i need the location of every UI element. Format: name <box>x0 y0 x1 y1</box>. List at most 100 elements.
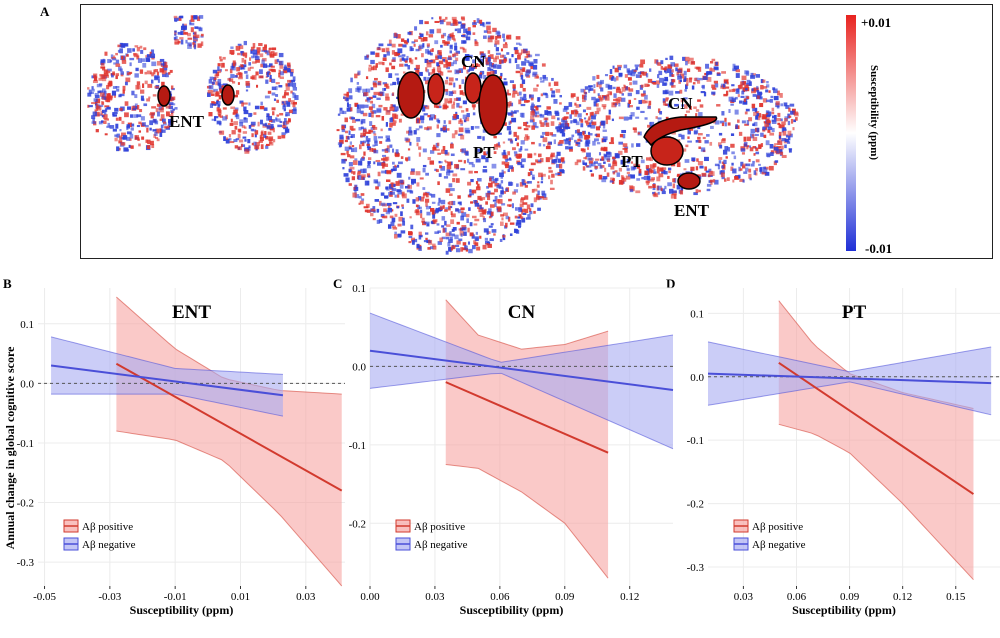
susceptibility-voxel <box>466 213 470 218</box>
susceptibility-voxel <box>357 175 362 181</box>
susceptibility-voxel <box>525 50 530 55</box>
susceptibility-voxel <box>152 129 157 132</box>
susceptibility-voxel <box>462 48 467 53</box>
susceptibility-voxel <box>136 55 140 60</box>
susceptibility-voxel <box>778 134 782 139</box>
susceptibility-voxel <box>625 175 631 180</box>
susceptibility-voxel <box>513 131 517 137</box>
susceptibility-voxel <box>243 102 248 105</box>
susceptibility-voxel <box>153 134 157 138</box>
susceptibility-voxel <box>474 39 477 42</box>
susceptibility-voxel <box>116 133 120 138</box>
susceptibility-voxel <box>453 60 457 65</box>
susceptibility-voxel <box>272 53 277 56</box>
susceptibility-voxel <box>279 120 283 123</box>
susceptibility-voxel <box>753 170 757 175</box>
susceptibility-voxel <box>245 80 250 86</box>
legend-label-positive: Aβ positive <box>752 521 803 533</box>
susceptibility-voxel <box>402 221 406 226</box>
susceptibility-voxel <box>285 112 290 117</box>
susceptibility-voxel <box>545 157 550 163</box>
susceptibility-voxel <box>365 99 368 102</box>
susceptibility-voxel <box>436 142 440 147</box>
axial-cn-label: CN <box>461 52 486 71</box>
susceptibility-voxel <box>734 109 739 115</box>
susceptibility-voxel <box>448 201 454 206</box>
susceptibility-voxel <box>485 157 489 163</box>
susceptibility-voxel <box>597 81 603 85</box>
susceptibility-voxel <box>466 158 470 163</box>
susceptibility-voxel <box>492 199 497 202</box>
susceptibility-voxel <box>593 161 598 164</box>
susceptibility-voxel <box>104 105 110 108</box>
susceptibility-voxel <box>495 30 500 35</box>
susceptibility-voxel <box>460 168 466 171</box>
susceptibility-voxel <box>509 157 512 160</box>
susceptibility-voxel <box>456 114 459 120</box>
susceptibility-voxel <box>367 139 370 145</box>
susceptibility-voxel <box>371 208 376 212</box>
susceptibility-voxel <box>251 55 254 59</box>
susceptibility-voxel <box>384 195 389 198</box>
susceptibility-voxel <box>500 180 504 184</box>
susceptibility-voxel <box>264 122 268 127</box>
susceptibility-voxel <box>789 103 795 107</box>
susceptibility-voxel <box>780 151 784 155</box>
susceptibility-voxel <box>361 118 366 124</box>
susceptibility-voxel <box>474 63 479 67</box>
susceptibility-voxel <box>462 226 467 231</box>
susceptibility-voxel <box>531 102 534 106</box>
susceptibility-voxel <box>370 87 374 91</box>
susceptibility-voxel <box>409 216 412 219</box>
susceptibility-voxel <box>254 145 260 150</box>
y-tick-label: 0.1 <box>20 319 34 331</box>
susceptibility-voxel <box>508 121 511 126</box>
susceptibility-voxel <box>640 84 644 88</box>
regression-line-negative <box>707 372 992 385</box>
susceptibility-voxel <box>121 43 126 48</box>
susceptibility-voxel <box>585 121 591 124</box>
susceptibility-voxel <box>438 102 441 106</box>
axial-pt-label: PT <box>473 143 495 162</box>
susceptibility-voxel <box>445 188 451 193</box>
susceptibility-voxel <box>427 114 432 118</box>
susceptibility-voxel <box>537 207 541 211</box>
susceptibility-voxel <box>539 114 545 118</box>
susceptibility-voxel <box>426 62 432 68</box>
susceptibility-voxel <box>595 126 600 131</box>
susceptibility-voxel <box>661 167 667 170</box>
susceptibility-voxel <box>695 166 699 171</box>
susceptibility-voxel <box>460 16 465 20</box>
susceptibility-voxel <box>429 150 435 154</box>
susceptibility-voxel <box>149 127 152 131</box>
susceptibility-voxel <box>537 190 540 196</box>
susceptibility-voxel <box>141 136 145 140</box>
susceptibility-voxel <box>340 152 346 156</box>
susceptibility-voxel <box>112 86 117 89</box>
susceptibility-voxel <box>768 90 771 93</box>
susceptibility-voxel <box>399 58 402 62</box>
susceptibility-voxel <box>258 75 264 79</box>
susceptibility-voxel <box>587 157 593 161</box>
susceptibility-voxel <box>776 149 780 154</box>
susceptibility-voxel <box>422 187 426 190</box>
susceptibility-voxel <box>245 74 249 79</box>
susceptibility-voxel <box>180 25 186 31</box>
susceptibility-voxel <box>538 143 542 147</box>
susceptibility-voxel <box>582 131 585 136</box>
susceptibility-voxel <box>424 127 429 130</box>
susceptibility-voxel <box>391 209 394 212</box>
susceptibility-voxel <box>731 151 735 155</box>
susceptibility-voxel <box>438 16 442 20</box>
susceptibility-voxel <box>493 135 497 139</box>
susceptibility-voxel <box>420 115 425 120</box>
susceptibility-voxel <box>488 208 492 213</box>
susceptibility-voxel <box>95 104 99 110</box>
susceptibility-voxel <box>530 111 535 116</box>
susceptibility-voxel <box>351 176 356 181</box>
susceptibility-voxel <box>290 90 293 94</box>
susceptibility-voxel <box>364 131 370 134</box>
susceptibility-voxel <box>767 126 773 130</box>
charts-svg: B C D Annual change in global cognitive … <box>3 276 1000 617</box>
susceptibility-voxel <box>189 22 195 26</box>
